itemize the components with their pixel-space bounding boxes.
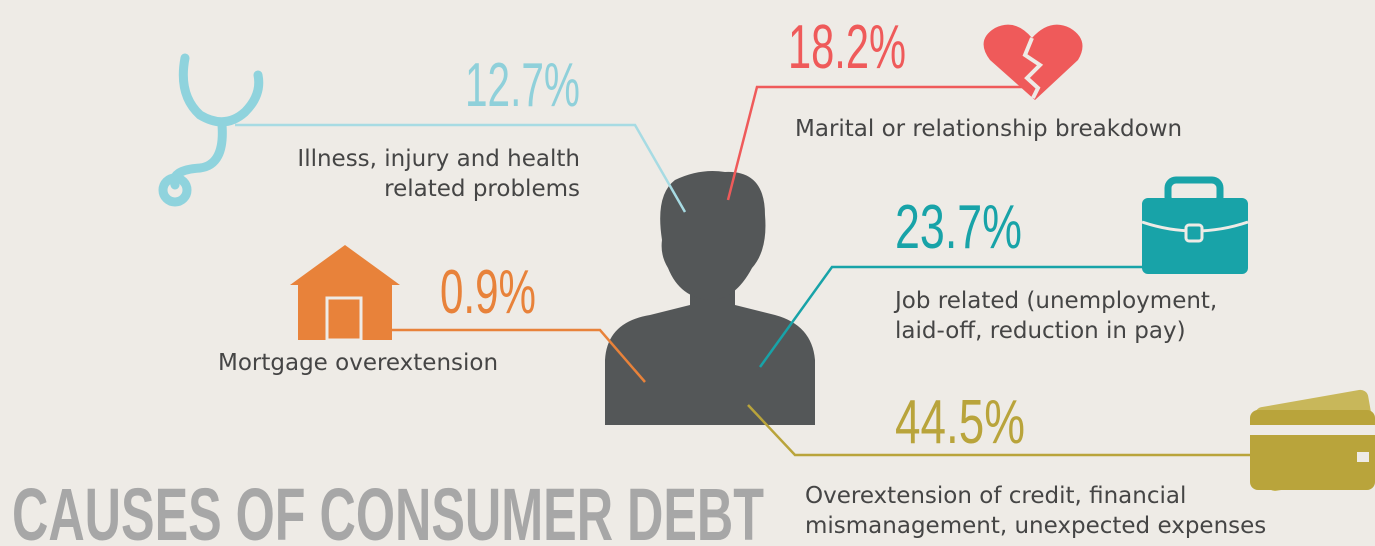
- percentage: 44.5%: [895, 388, 1025, 457]
- person-silhouette: [605, 171, 815, 425]
- percentage: 18.2%: [788, 13, 906, 82]
- briefcase-icon: [1141, 176, 1249, 274]
- description: Marital or relationship breakdown: [795, 116, 1182, 142]
- title: CAUSES OF CONSUMER DEBT: [12, 473, 764, 546]
- percentage: 0.9%: [440, 258, 536, 327]
- description: Job related (unemployment,: [893, 288, 1217, 314]
- description: laid-off, reduction in pay): [895, 318, 1186, 344]
- description: Illness, injury and health: [297, 146, 580, 172]
- percentage: 23.7%: [895, 193, 1022, 262]
- connector-line: [747, 404, 1265, 457]
- connector-line: [390, 328, 646, 383]
- description: mismanagement, unexpected expenses: [805, 513, 1266, 539]
- description: Overextension of credit, financial: [805, 483, 1186, 509]
- credit-card-icon: [1250, 389, 1375, 491]
- connector-line: [758, 265, 1145, 368]
- stethoscope-icon: [158, 53, 264, 207]
- connector-line: [235, 123, 687, 213]
- percentage: 12.7%: [465, 51, 580, 120]
- connector-line: [726, 85, 1030, 201]
- house-icon: [290, 245, 400, 342]
- heart-icon: [983, 24, 1083, 101]
- description: Mortgage overextension: [218, 350, 498, 376]
- description: related problems: [384, 176, 580, 202]
